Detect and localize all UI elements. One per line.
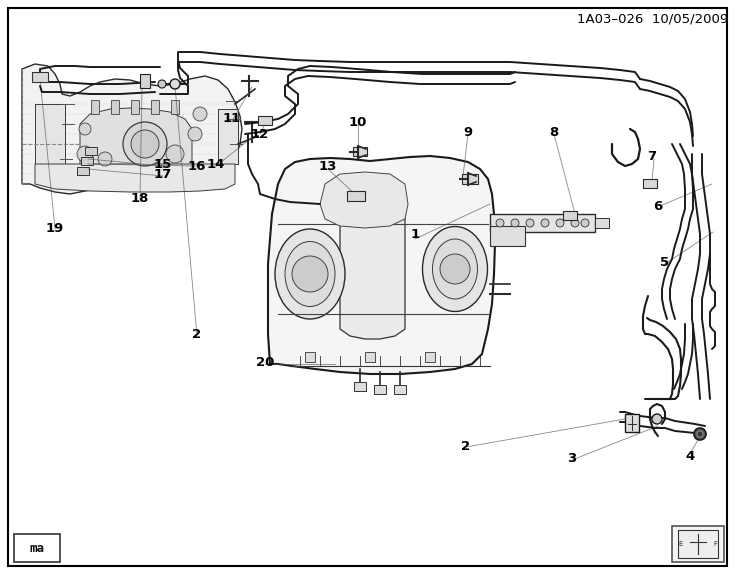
Text: 16: 16 — [188, 160, 207, 173]
Circle shape — [541, 219, 549, 227]
Bar — [305, 352, 315, 362]
Bar — [490, 226, 525, 246]
Circle shape — [193, 107, 207, 121]
Bar — [394, 385, 406, 394]
Ellipse shape — [432, 239, 478, 299]
Text: 13: 13 — [319, 160, 337, 173]
Bar — [151, 100, 159, 114]
Bar — [643, 179, 657, 188]
Bar — [81, 157, 93, 165]
Circle shape — [158, 80, 166, 88]
Ellipse shape — [275, 229, 345, 319]
Bar — [131, 100, 139, 114]
Circle shape — [123, 122, 167, 166]
Polygon shape — [340, 191, 405, 339]
Text: 1: 1 — [410, 227, 420, 241]
Circle shape — [170, 79, 180, 89]
Circle shape — [188, 127, 202, 141]
Circle shape — [652, 414, 662, 424]
Circle shape — [77, 146, 93, 162]
Circle shape — [571, 219, 579, 227]
Bar — [462, 174, 478, 184]
Circle shape — [98, 152, 112, 166]
Bar — [353, 147, 367, 156]
Bar — [678, 530, 718, 558]
Bar — [140, 74, 150, 88]
Bar — [258, 116, 272, 125]
Circle shape — [496, 219, 504, 227]
Bar — [595, 218, 609, 228]
Bar — [347, 191, 365, 201]
Bar — [425, 352, 435, 362]
Ellipse shape — [423, 227, 487, 312]
Text: 14: 14 — [207, 157, 225, 170]
Bar — [672, 526, 724, 562]
Text: F: F — [713, 541, 717, 547]
Ellipse shape — [285, 242, 335, 307]
Text: 15: 15 — [154, 157, 172, 170]
Bar — [171, 100, 179, 114]
Bar — [32, 72, 48, 82]
Bar — [354, 382, 366, 391]
Circle shape — [581, 219, 589, 227]
Polygon shape — [80, 108, 192, 185]
Circle shape — [440, 254, 470, 284]
Text: E: E — [679, 541, 684, 547]
Text: 11: 11 — [223, 113, 241, 126]
Polygon shape — [22, 64, 242, 194]
Polygon shape — [35, 164, 235, 192]
Bar — [490, 214, 595, 232]
Circle shape — [166, 145, 184, 163]
Text: 10: 10 — [349, 115, 368, 129]
Bar — [218, 109, 238, 164]
Text: 2: 2 — [193, 328, 201, 340]
Text: 19: 19 — [46, 223, 64, 235]
Text: ma: ma — [29, 541, 45, 554]
Bar — [85, 147, 97, 155]
Bar — [365, 352, 375, 362]
Circle shape — [511, 219, 519, 227]
Bar — [374, 385, 386, 394]
Text: 17: 17 — [154, 168, 172, 180]
Text: 7: 7 — [648, 149, 656, 162]
Text: 9: 9 — [464, 126, 473, 138]
Polygon shape — [268, 156, 495, 374]
Text: 5: 5 — [661, 255, 670, 269]
Text: 1A03–026  10/05/2009: 1A03–026 10/05/2009 — [577, 12, 728, 25]
Bar — [14, 534, 60, 562]
Circle shape — [697, 431, 703, 437]
Circle shape — [131, 130, 159, 158]
Bar — [35, 104, 65, 164]
Text: 4: 4 — [685, 449, 695, 463]
Text: 2: 2 — [462, 440, 470, 452]
Circle shape — [79, 123, 91, 135]
Bar — [563, 211, 577, 220]
Bar — [91, 100, 99, 114]
Text: 6: 6 — [653, 200, 663, 212]
Text: 20: 20 — [256, 355, 274, 369]
Polygon shape — [320, 172, 408, 228]
Circle shape — [292, 256, 328, 292]
Bar — [111, 100, 119, 114]
Circle shape — [556, 219, 564, 227]
Text: 12: 12 — [251, 127, 269, 141]
Text: 3: 3 — [567, 452, 577, 464]
Bar — [77, 167, 89, 175]
Text: 18: 18 — [131, 192, 149, 205]
Circle shape — [526, 219, 534, 227]
Bar — [625, 414, 639, 432]
Text: 8: 8 — [549, 126, 559, 138]
Circle shape — [694, 428, 706, 440]
